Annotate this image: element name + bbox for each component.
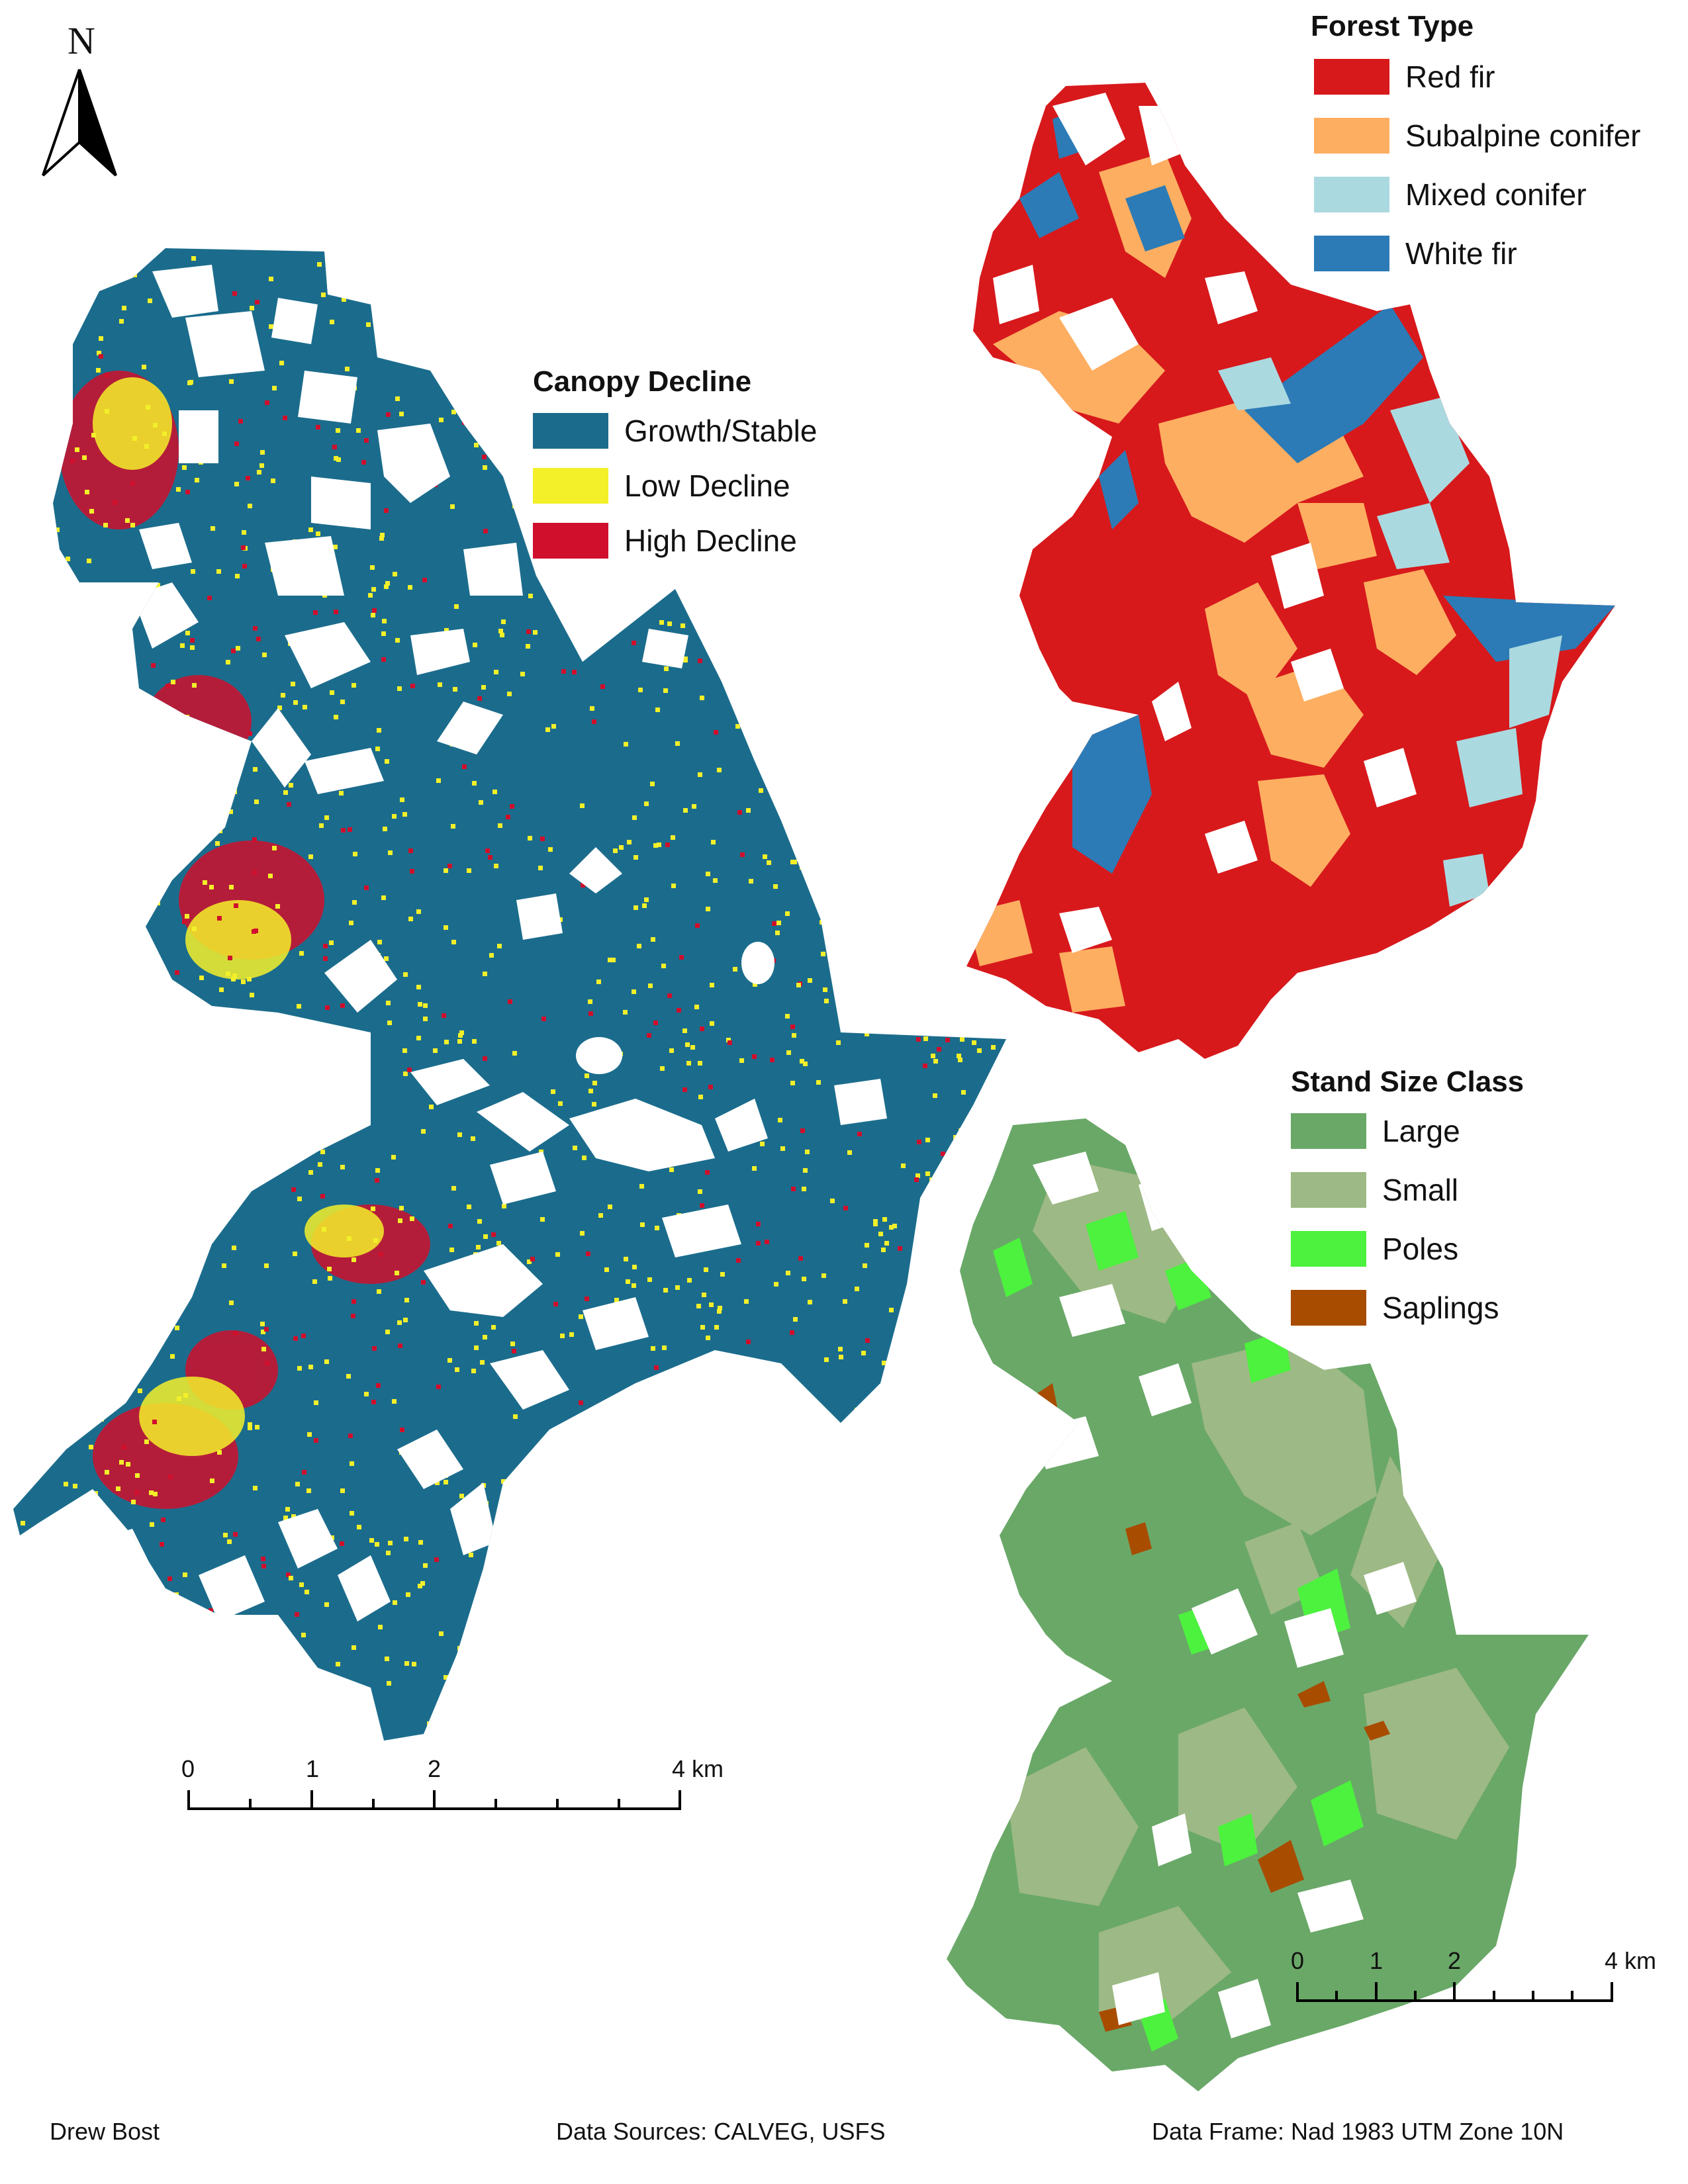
north-arrow-icon: [42, 69, 117, 177]
swatch-poles: [1291, 1231, 1366, 1267]
swatch-red-fir: [1314, 59, 1389, 95]
canopy-decline-title: Canopy Decline: [533, 365, 752, 398]
swatch-mixed-conifer: [1314, 177, 1389, 212]
scale-small-label-1: 1: [1370, 1947, 1383, 1974]
forest-no-data: [993, 93, 1417, 953]
scale-main-label-1: 1: [306, 1755, 320, 1782]
swatch-subalpine-conifer: [1314, 118, 1389, 154]
legend-label: Subalpine conifer: [1405, 118, 1641, 153]
data-frame: Data Frame: Nad 1983 UTM Zone 10N: [1152, 2118, 1564, 2145]
scale-small-label-0: 0: [1291, 1947, 1305, 1974]
legend-label: White fir: [1405, 236, 1517, 271]
forest-type-title: Forest Type: [1311, 10, 1474, 42]
legend-label: Mixed conifer: [1405, 177, 1587, 212]
scale-bar-small: [1296, 1982, 1613, 2002]
canopy-no-data: [86, 265, 887, 1621]
author-credit: Drew Bost: [50, 2118, 160, 2145]
scale-main-label-0: 0: [181, 1755, 195, 1782]
stand-size-title: Stand Size Class: [1291, 1066, 1524, 1098]
legend-label: Red fir: [1405, 60, 1495, 94]
swatch-white-fir: [1314, 236, 1389, 271]
legend-label: Growth/Stable: [624, 414, 818, 448]
swatch-saplings: [1291, 1290, 1366, 1326]
forest-type-map: [966, 83, 1615, 1059]
swatch-growth-stable: [533, 413, 608, 449]
legend-label: High Decline: [624, 523, 797, 558]
canopy-decline-map: [13, 248, 1006, 1741]
swatch-high-decline: [533, 523, 608, 559]
legend-label: Small: [1382, 1173, 1459, 1207]
scale-main-label-2: 2: [428, 1755, 442, 1782]
scale-small-label-4km: 4 km: [1605, 1947, 1657, 1974]
scale-bar-main: [187, 1790, 681, 1810]
legend-label: Poles: [1382, 1232, 1459, 1266]
scale-main-label-4km: 4 km: [672, 1755, 724, 1782]
low-decline-areas: [93, 377, 384, 1456]
swatch-large: [1291, 1113, 1366, 1149]
legend-label: Large: [1382, 1114, 1460, 1148]
data-sources: Data Sources: CALVEG, USFS: [556, 2118, 886, 2145]
scale-small-label-2: 2: [1448, 1947, 1462, 1974]
legend-label: Low Decline: [624, 469, 790, 503]
swatch-small: [1291, 1172, 1366, 1208]
stand-size-map: [947, 1118, 1589, 2091]
mixed-conifer-areas: [1218, 357, 1562, 907]
swatch-low-decline: [533, 468, 608, 504]
north-label: N: [68, 19, 95, 62]
legend-label: Saplings: [1382, 1291, 1499, 1325]
